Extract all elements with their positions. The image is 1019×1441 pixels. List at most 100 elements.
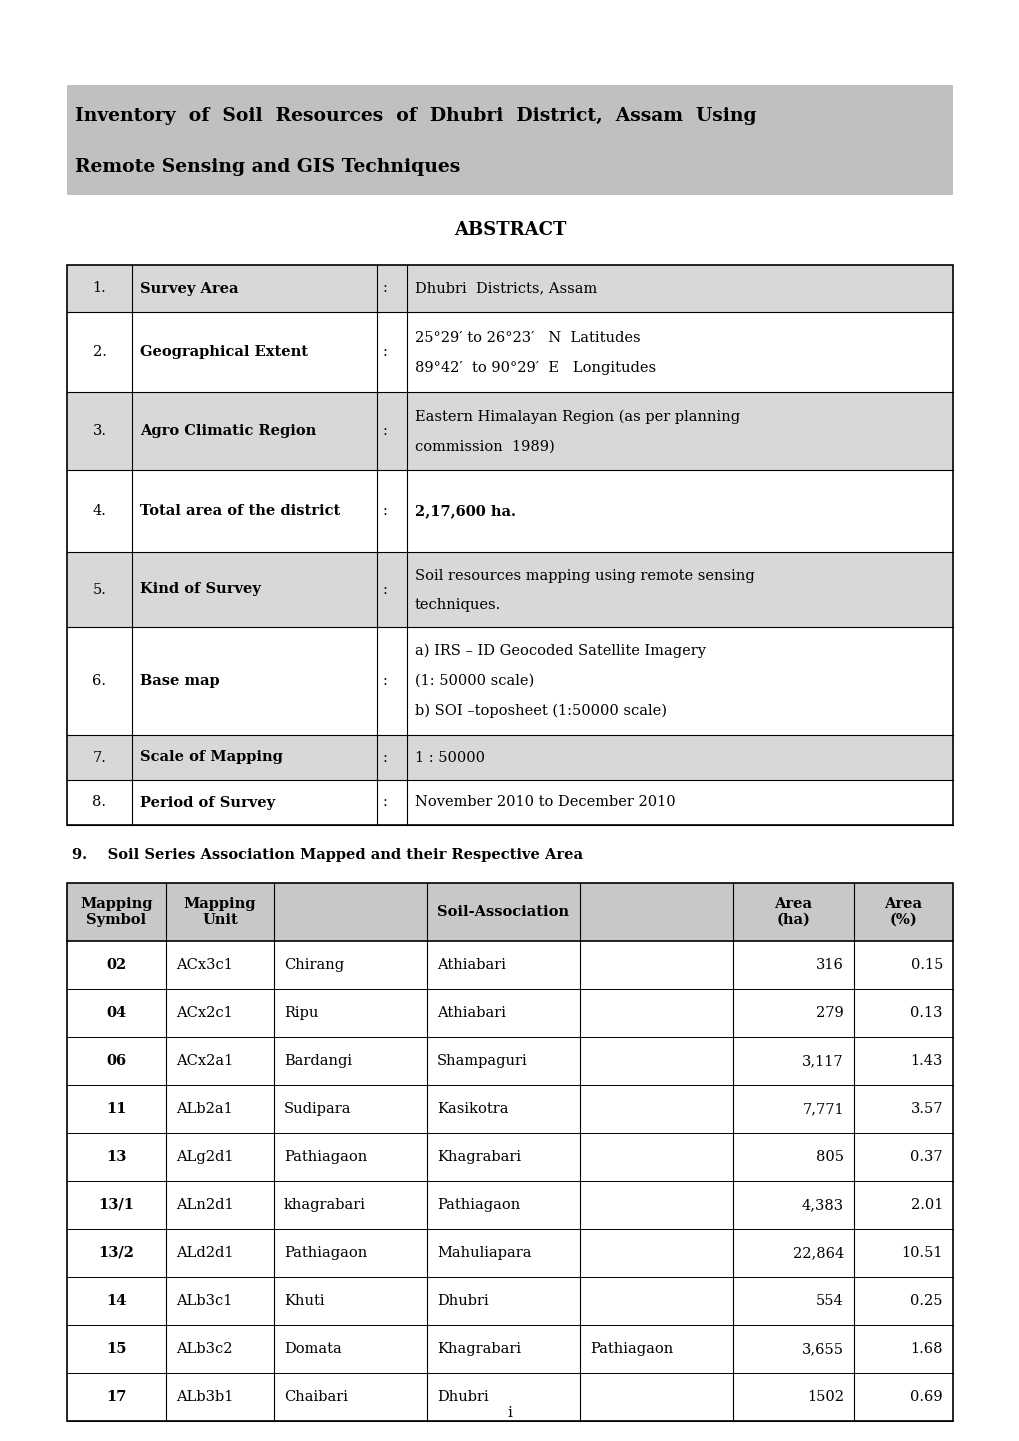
Text: ALg2d1: ALg2d1 [176, 1150, 233, 1164]
Text: 316: 316 [815, 958, 843, 973]
Text: 805: 805 [815, 1150, 843, 1164]
Text: 3,117: 3,117 [802, 1053, 843, 1068]
Text: 2,17,600 ha.: 2,17,600 ha. [415, 504, 516, 517]
Text: ALn2d1: ALn2d1 [176, 1197, 233, 1212]
Text: 1.43: 1.43 [910, 1053, 943, 1068]
Bar [67, 265, 952, 826]
Text: a) IRS – ID Geocoded Satellite Imagery: a) IRS – ID Geocoded Satellite Imagery [415, 644, 705, 659]
Text: 8.: 8. [93, 795, 106, 810]
Text: :: : [382, 504, 387, 517]
Text: 22,864: 22,864 [792, 1246, 843, 1259]
Text: Kasikotra: Kasikotra [436, 1102, 508, 1115]
Text: ABSTRACT: ABSTRACT [453, 220, 566, 239]
Text: 2.01: 2.01 [910, 1197, 943, 1212]
Text: :: : [382, 281, 387, 295]
Text: 0.13: 0.13 [910, 1006, 943, 1020]
Text: Base map: Base map [140, 674, 219, 687]
Text: techniques.: techniques. [415, 598, 500, 611]
Text: (1: 50000 scale): (1: 50000 scale) [415, 674, 534, 687]
Text: 13/1: 13/1 [99, 1197, 135, 1212]
Text: Chirang: Chirang [283, 958, 343, 973]
Text: 10.51: 10.51 [901, 1246, 943, 1259]
Text: 89°42′  to 90°29′  E   Longitudes: 89°42′ to 90°29′ E Longitudes [415, 362, 655, 375]
Text: 279: 279 [815, 1006, 843, 1020]
Text: 17: 17 [106, 1391, 126, 1404]
Text: ACx2a1: ACx2a1 [176, 1053, 233, 1068]
Text: 06: 06 [106, 1053, 126, 1068]
Text: 15: 15 [106, 1342, 126, 1356]
Text: Pathiagaon: Pathiagaon [589, 1342, 673, 1356]
Text: 6.: 6. [93, 674, 106, 687]
Bar [67, 883, 952, 1421]
Bar [67, 85, 952, 195]
Text: Pathiagaon: Pathiagaon [436, 1197, 520, 1212]
Text: Total area of the district: Total area of the district [140, 504, 340, 517]
Text: Agro Climatic Region: Agro Climatic Region [140, 424, 316, 438]
Text: 14: 14 [106, 1294, 126, 1308]
Bar [67, 552, 952, 627]
Text: khagrabari: khagrabari [283, 1197, 366, 1212]
Text: 7.: 7. [93, 751, 106, 765]
Bar [67, 265, 952, 313]
Text: Geographical Extent: Geographical Extent [140, 344, 308, 359]
Text: Pathiagaon: Pathiagaon [283, 1150, 367, 1164]
Text: Kind of Survey: Kind of Survey [140, 582, 261, 597]
Text: ALb3c2: ALb3c2 [176, 1342, 232, 1356]
Text: Pathiagaon: Pathiagaon [283, 1246, 367, 1259]
Text: 11: 11 [106, 1102, 126, 1115]
Text: b) SOI –toposheet (1:50000 scale): b) SOI –toposheet (1:50000 scale) [415, 705, 666, 719]
Text: 554: 554 [815, 1294, 843, 1308]
Text: Area
(ha): Area (ha) [773, 896, 812, 927]
Text: 0.69: 0.69 [910, 1391, 943, 1404]
Text: 0.15: 0.15 [910, 958, 943, 973]
Text: November 2010 to December 2010: November 2010 to December 2010 [415, 795, 675, 810]
Text: Shampaguri: Shampaguri [436, 1053, 527, 1068]
Text: Soil-Association: Soil-Association [437, 905, 569, 919]
Text: 13: 13 [106, 1150, 126, 1164]
Text: 5.: 5. [93, 582, 106, 597]
Text: 1502: 1502 [806, 1391, 843, 1404]
Text: 13/2: 13/2 [99, 1246, 135, 1259]
Text: 04: 04 [106, 1006, 126, 1020]
Text: i: i [507, 1406, 512, 1419]
Text: :: : [382, 344, 387, 359]
Text: 7,771: 7,771 [802, 1102, 843, 1115]
Text: :: : [382, 582, 387, 597]
Text: Sudipara: Sudipara [283, 1102, 352, 1115]
Text: 02: 02 [106, 958, 126, 973]
Text: ACx2c1: ACx2c1 [176, 1006, 232, 1020]
Text: 3.: 3. [93, 424, 106, 438]
Text: Khuti: Khuti [283, 1294, 324, 1308]
Text: 1.: 1. [93, 281, 106, 295]
Text: 4.: 4. [93, 504, 106, 517]
Text: ALb2a1: ALb2a1 [176, 1102, 232, 1115]
Text: Area
(%): Area (%) [883, 896, 921, 927]
Text: Remote Sensing and GIS Techniques: Remote Sensing and GIS Techniques [75, 159, 460, 176]
Text: Dhubri: Dhubri [436, 1294, 488, 1308]
Text: Bardangi: Bardangi [283, 1053, 352, 1068]
Text: Scale of Mapping: Scale of Mapping [140, 751, 282, 765]
Text: 1.68: 1.68 [910, 1342, 943, 1356]
Text: Dhubri  Districts, Assam: Dhubri Districts, Assam [415, 281, 597, 295]
Text: 2.: 2. [93, 344, 106, 359]
Text: Period of Survey: Period of Survey [140, 795, 275, 810]
Text: 3,655: 3,655 [801, 1342, 843, 1356]
Text: Athiabari: Athiabari [436, 958, 505, 973]
Text: 25°29′ to 26°23′   N  Latitudes: 25°29′ to 26°23′ N Latitudes [415, 330, 640, 344]
Text: 9.    Soil Series Association Mapped and their Respective Area: 9. Soil Series Association Mapped and th… [72, 847, 583, 862]
Text: ALb3b1: ALb3b1 [176, 1391, 233, 1404]
Bar [67, 883, 952, 941]
Text: Chaibari: Chaibari [283, 1391, 347, 1404]
Text: 1 : 50000: 1 : 50000 [415, 751, 484, 765]
Text: Survey Area: Survey Area [140, 281, 238, 295]
Text: Khagrabari: Khagrabari [436, 1342, 521, 1356]
Text: Dhubri: Dhubri [436, 1391, 488, 1404]
Text: ALd2d1: ALd2d1 [176, 1246, 233, 1259]
Text: Ripu: Ripu [283, 1006, 318, 1020]
Text: ACx3c1: ACx3c1 [176, 958, 232, 973]
Text: Khagrabari: Khagrabari [436, 1150, 521, 1164]
Text: :: : [382, 751, 387, 765]
Text: Mapping
Symbol: Mapping Symbol [81, 896, 153, 927]
Text: Eastern Himalayan Region (as per planning: Eastern Himalayan Region (as per plannin… [415, 409, 740, 424]
Text: 0.37: 0.37 [910, 1150, 943, 1164]
